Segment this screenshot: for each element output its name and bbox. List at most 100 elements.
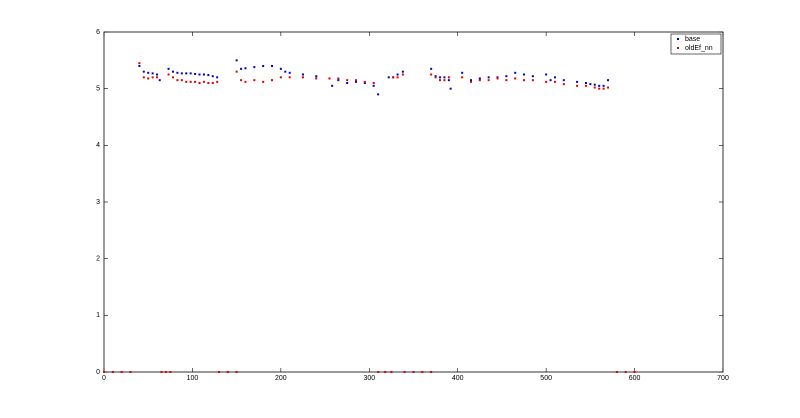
x-tick-label: 100 <box>187 375 199 382</box>
point <box>447 76 450 79</box>
point <box>430 73 433 76</box>
point <box>523 79 526 82</box>
point <box>443 79 446 82</box>
legend-marker <box>677 47 679 49</box>
point <box>531 79 534 82</box>
point <box>576 80 579 83</box>
point <box>372 84 375 87</box>
legend-marker <box>677 38 679 40</box>
point <box>607 86 610 89</box>
point <box>337 77 340 80</box>
point <box>434 75 437 78</box>
point <box>593 83 596 86</box>
point <box>505 75 508 78</box>
point <box>216 80 219 83</box>
legend-label: base <box>685 36 700 43</box>
point <box>284 70 287 73</box>
point <box>553 76 556 79</box>
point <box>396 76 399 79</box>
point <box>189 72 192 75</box>
point <box>401 73 404 76</box>
point <box>514 77 517 80</box>
point <box>142 70 145 73</box>
y-tick-label: 5 <box>96 86 100 93</box>
y-tick-label: 1 <box>96 312 100 319</box>
point <box>355 80 358 83</box>
point <box>226 371 229 373</box>
point <box>355 79 358 82</box>
point <box>253 66 256 69</box>
point <box>207 74 210 77</box>
y-tick-label: 0 <box>96 369 100 376</box>
point <box>240 79 243 82</box>
point <box>167 67 170 70</box>
point <box>430 371 433 373</box>
point <box>412 371 415 373</box>
point <box>301 76 304 79</box>
point <box>171 70 174 73</box>
point <box>151 76 154 79</box>
point <box>216 76 219 79</box>
point <box>129 371 132 373</box>
point <box>346 79 349 82</box>
legend-box <box>670 33 722 55</box>
point <box>279 67 282 70</box>
point <box>176 71 179 74</box>
point <box>363 80 366 83</box>
point <box>439 79 442 82</box>
point <box>167 73 170 76</box>
point <box>469 79 472 82</box>
point <box>194 80 197 83</box>
point <box>207 82 210 84</box>
point <box>271 65 274 67</box>
point <box>421 371 424 373</box>
point <box>235 371 238 373</box>
point <box>262 65 265 67</box>
point <box>202 80 205 83</box>
point <box>103 371 105 373</box>
point <box>262 80 265 83</box>
point <box>598 87 601 90</box>
x-tick-label: 700 <box>717 375 729 382</box>
point <box>198 73 201 76</box>
point <box>198 82 201 84</box>
point <box>487 79 490 82</box>
plot-area <box>103 31 724 373</box>
point <box>403 371 406 373</box>
point <box>584 82 587 84</box>
point <box>156 76 159 79</box>
point <box>461 71 464 74</box>
point <box>377 371 380 373</box>
point <box>363 82 366 84</box>
point <box>545 73 548 76</box>
point <box>496 77 499 80</box>
point <box>562 83 565 86</box>
point <box>147 71 150 74</box>
point <box>301 73 304 76</box>
point <box>253 79 256 82</box>
point <box>624 371 627 373</box>
point <box>328 77 331 80</box>
point <box>288 71 291 74</box>
point <box>562 79 565 82</box>
x-tick-label: 0 <box>102 375 106 382</box>
x-tick-label: 400 <box>452 375 464 382</box>
point <box>171 76 174 79</box>
point <box>545 80 548 83</box>
point <box>576 84 579 87</box>
point <box>523 73 526 76</box>
point <box>217 371 220 373</box>
point <box>211 82 214 84</box>
point <box>160 371 163 373</box>
point <box>271 79 274 82</box>
point <box>549 79 552 82</box>
point <box>120 371 123 373</box>
point <box>194 72 197 75</box>
point <box>553 80 556 83</box>
point <box>240 67 243 70</box>
point <box>439 76 442 79</box>
point <box>235 59 238 62</box>
point <box>496 76 499 79</box>
point <box>111 371 114 373</box>
